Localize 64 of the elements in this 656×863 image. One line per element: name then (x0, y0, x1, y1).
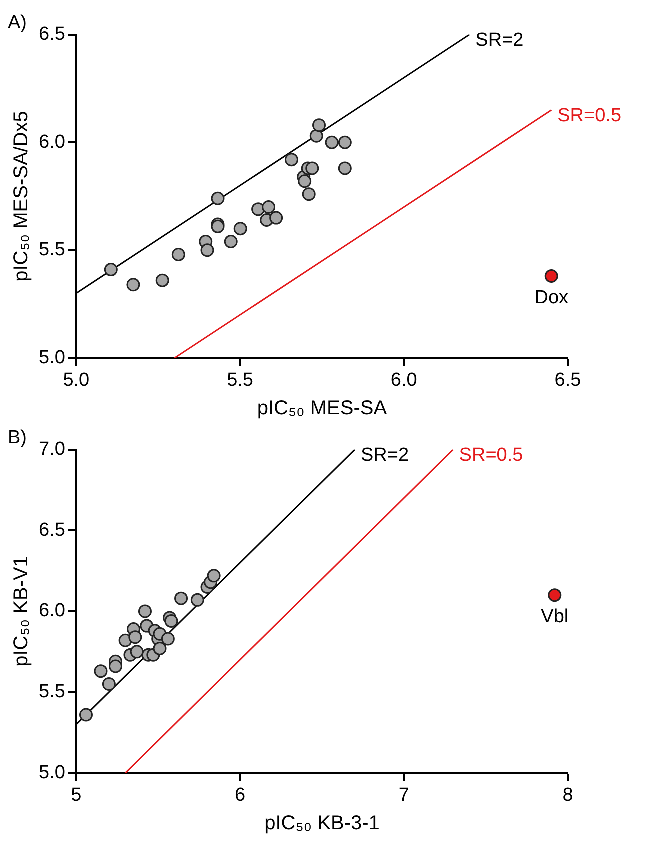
point (104, 263, 118, 277)
series-label: SR=2 (476, 30, 524, 52)
chart-title: B) (8, 428, 27, 449)
y-tick-label: 6.0 (38, 600, 66, 622)
series-label: SR=0.5 (459, 445, 524, 466)
point (200, 244, 214, 258)
point (126, 278, 140, 292)
y-tick-label: 5.5 (38, 682, 66, 703)
point (94, 664, 108, 678)
point (79, 708, 93, 722)
x-axis-title: pIC₅₀ MES-SA (257, 398, 388, 420)
point (298, 174, 312, 188)
x-tick-label: 5 (71, 784, 82, 806)
point (252, 202, 266, 216)
series-label: Vbl (541, 606, 569, 628)
point (544, 270, 558, 284)
chart-title: A) (8, 12, 27, 34)
x-tick-label: 5.5 (227, 370, 254, 391)
series-label: SR=0.5 (558, 105, 622, 126)
point (164, 614, 178, 628)
x-tick-label: 6 (234, 784, 246, 806)
point (153, 642, 167, 656)
point (548, 588, 562, 602)
point (138, 604, 152, 618)
x-tick-label: 8 (562, 784, 574, 806)
x-axis-title: pIC₅₀ KB-3-1 (264, 812, 380, 835)
y-tick-label: 5.0 (38, 347, 66, 368)
y-tick-label: 5.5 (38, 240, 66, 261)
y-axis-title: pIC₅₀ MES-SA/Dx5 (10, 111, 33, 282)
y-tick-label: 5.0 (38, 762, 66, 784)
y-tick-label: 7.0 (38, 439, 66, 460)
point (310, 129, 324, 143)
x-tick-label: 6.0 (390, 370, 418, 391)
point (130, 645, 144, 659)
point (338, 162, 352, 176)
y-tick-label: 6.5 (38, 24, 66, 46)
point (302, 188, 316, 202)
point (156, 274, 170, 288)
point (207, 569, 221, 583)
y-tick-label: 6.0 (38, 132, 66, 153)
point (102, 678, 116, 692)
series-label: SR=2 (360, 445, 410, 466)
point (190, 593, 204, 607)
y-tick-label: 6.5 (38, 520, 66, 541)
point (174, 592, 188, 606)
x-tick-label: 7 (398, 784, 410, 806)
point (262, 200, 276, 214)
point (234, 222, 248, 236)
point (128, 630, 142, 644)
y-axis-title: pIC₅₀ KB-V1 (10, 556, 33, 667)
series-label: Dox (534, 288, 570, 309)
point (172, 248, 186, 262)
point (312, 118, 326, 132)
x-tick-label: 6.5 (554, 370, 582, 391)
point (161, 632, 175, 646)
x-tick-label: 5.0 (63, 370, 90, 391)
point (338, 136, 352, 150)
point (224, 235, 238, 249)
point (108, 660, 122, 674)
point (211, 192, 225, 206)
point (306, 162, 320, 176)
point (325, 136, 339, 150)
point (284, 153, 298, 167)
point (270, 211, 284, 225)
